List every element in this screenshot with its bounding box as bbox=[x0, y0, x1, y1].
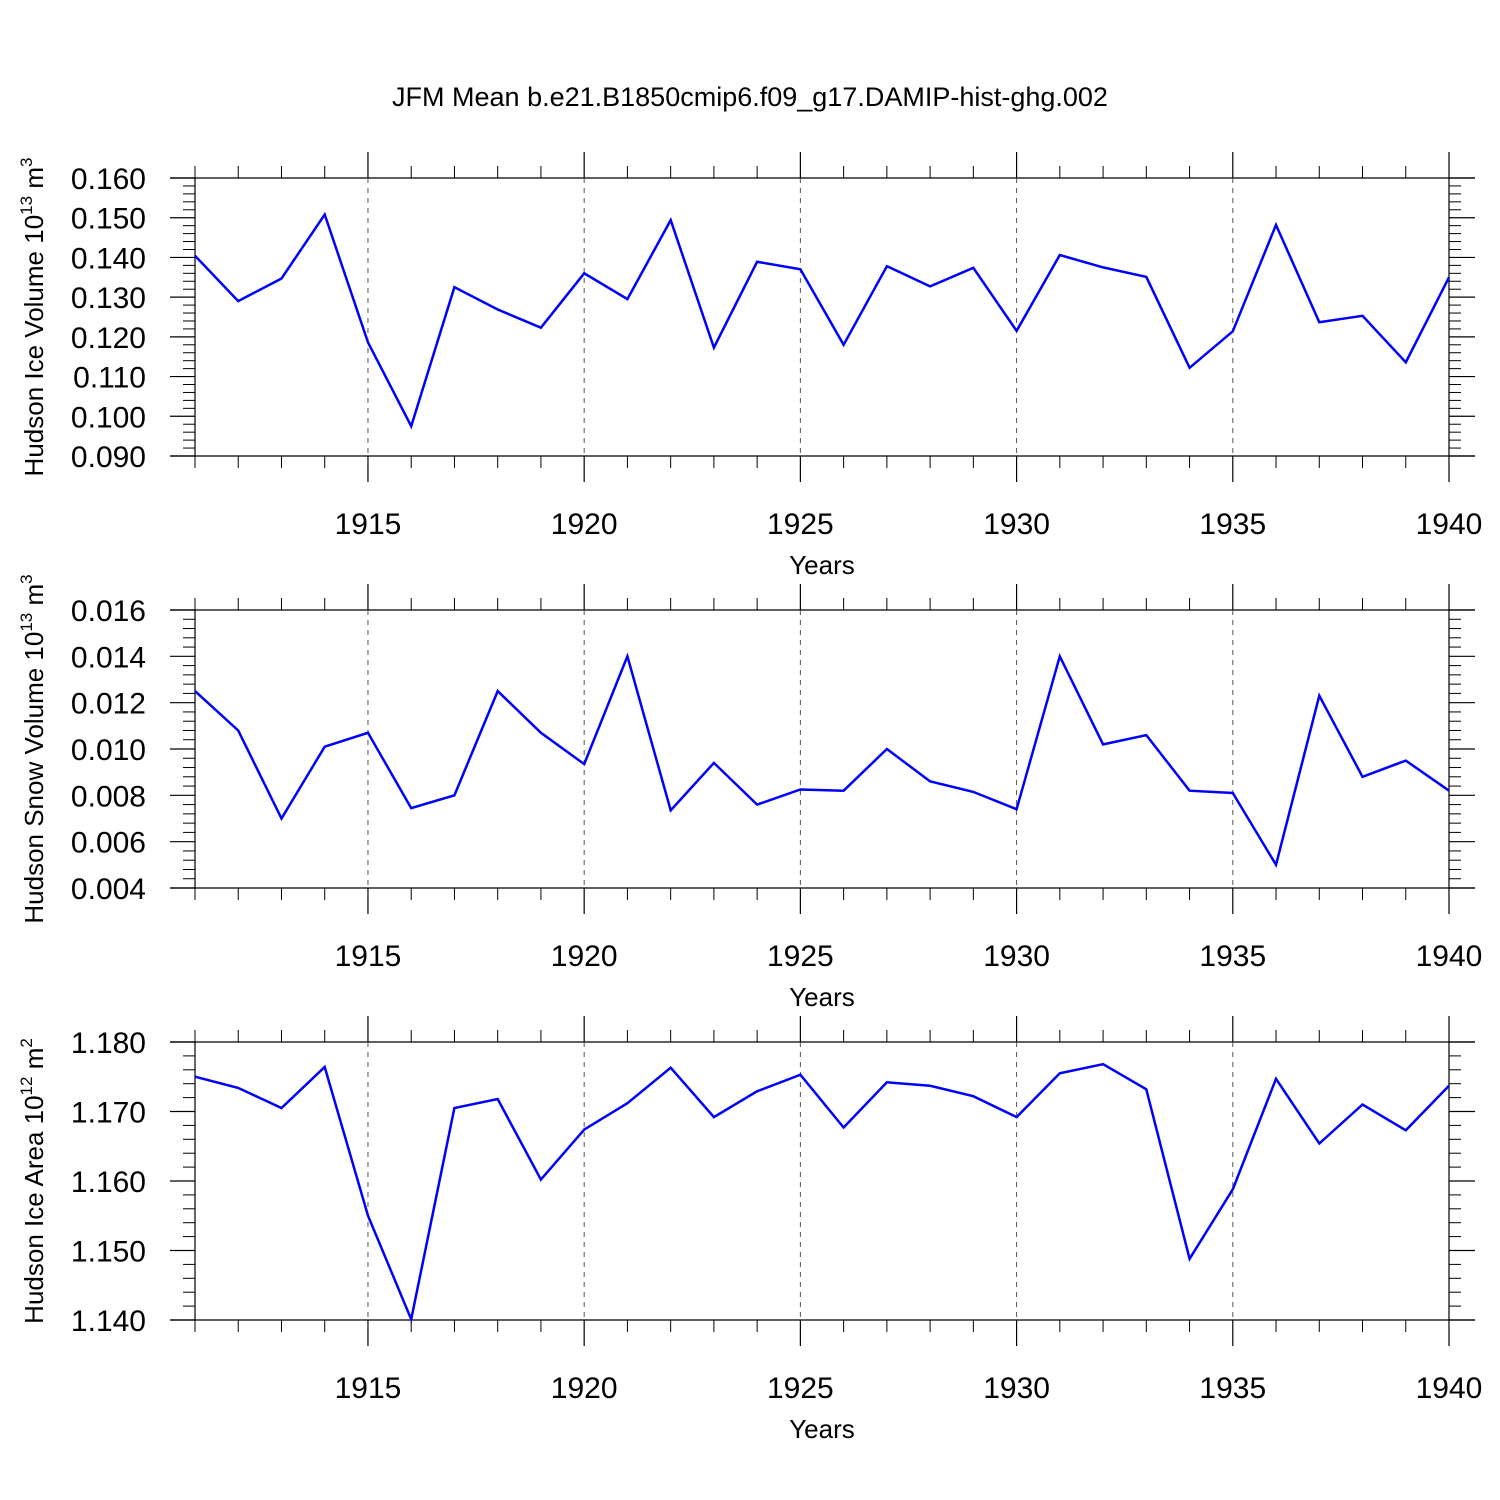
y-tick-label: 1.170 bbox=[71, 1097, 146, 1130]
x-axis-label: Years bbox=[789, 550, 855, 580]
series-line-1 bbox=[194, 652, 1450, 869]
x-tick-label: 1935 bbox=[1199, 1372, 1266, 1405]
x-tick-label: 1920 bbox=[551, 508, 618, 541]
x-tick-label: 1920 bbox=[551, 940, 618, 973]
y-tick-label: 0.110 bbox=[73, 362, 146, 395]
chart-panel-3: 1.140 1.150 1.160 1.170 1.180 1915 1920 1925 193… bbox=[17, 1016, 1482, 1444]
chart-panel-2: 0.004 0.006 0.008 0.010 0.012 0.014 0.016 1915 1… bbox=[17, 574, 1482, 1012]
x-tick-label: 1915 bbox=[335, 1372, 402, 1405]
x-tick-label: 1940 bbox=[1416, 508, 1483, 541]
x-tick-label: 1940 bbox=[1416, 1372, 1483, 1405]
y-tick-label: 0.150 bbox=[71, 203, 146, 236]
y-tick-label: 0.140 bbox=[71, 242, 146, 275]
y-tick-label: 0.014 bbox=[71, 641, 146, 674]
y-axis-label: Hudson Snow Volume 1013 m3 bbox=[17, 574, 49, 923]
y-tick-label: 1.140 bbox=[71, 1305, 146, 1338]
y-tick-label: 0.160 bbox=[71, 163, 146, 196]
y-tick-label: 0.008 bbox=[71, 780, 146, 813]
x-tick-label: 1925 bbox=[767, 508, 834, 541]
y-tick-label: 1.180 bbox=[71, 1027, 146, 1060]
x-tick-label: 1940 bbox=[1416, 940, 1483, 973]
y-tick-label: 0.100 bbox=[71, 401, 146, 434]
x-tick-label: 1930 bbox=[983, 508, 1050, 541]
y-tick-label: 1.160 bbox=[71, 1166, 146, 1199]
y-tick-label: 0.004 bbox=[71, 873, 146, 906]
x-tick-label: 1935 bbox=[1199, 508, 1266, 541]
y-tick-label: 0.006 bbox=[71, 827, 146, 860]
series-line-1 bbox=[194, 1062, 1450, 1324]
x-tick-label: 1925 bbox=[767, 1372, 834, 1405]
x-tick-label: 1920 bbox=[551, 1372, 618, 1405]
x-axis-label: Years bbox=[789, 982, 855, 1012]
y-tick-label: 0.012 bbox=[71, 688, 146, 721]
x-tick-label: 1930 bbox=[983, 940, 1050, 973]
y-axis-label: Hudson Ice Volume 1013 m3 bbox=[17, 158, 49, 477]
x-tick-label: 1915 bbox=[335, 508, 402, 541]
x-tick-label: 1915 bbox=[335, 940, 402, 973]
y-tick-label: 0.016 bbox=[71, 595, 146, 628]
y-tick-label: 0.130 bbox=[71, 282, 146, 315]
panels: 0.090 0.100 0.110 0.120 0.130 0.140 0.150 0.160… bbox=[17, 152, 1482, 1444]
y-tick-label: 0.010 bbox=[71, 734, 146, 767]
x-tick-label: 1930 bbox=[983, 1372, 1050, 1405]
y-tick-label: 0.120 bbox=[71, 322, 146, 355]
x-tick-label: 1935 bbox=[1199, 940, 1266, 973]
series-line-1 bbox=[194, 211, 1451, 430]
y-axis-label: Hudson Ice Area 1012 m2 bbox=[17, 1038, 49, 1324]
x-axis-label: Years bbox=[789, 1414, 855, 1444]
x-tick-label: 1925 bbox=[767, 940, 834, 973]
figure-title: JFM Mean b.e21.B1850cmip6.f09_g17.DAMIP-… bbox=[392, 82, 1108, 112]
y-tick-label: 1.150 bbox=[71, 1236, 146, 1269]
chart-panel-1: 0.090 0.100 0.110 0.120 0.130 0.140 0.150 0.160… bbox=[17, 152, 1482, 580]
y-tick-label: 0.090 bbox=[71, 441, 146, 474]
